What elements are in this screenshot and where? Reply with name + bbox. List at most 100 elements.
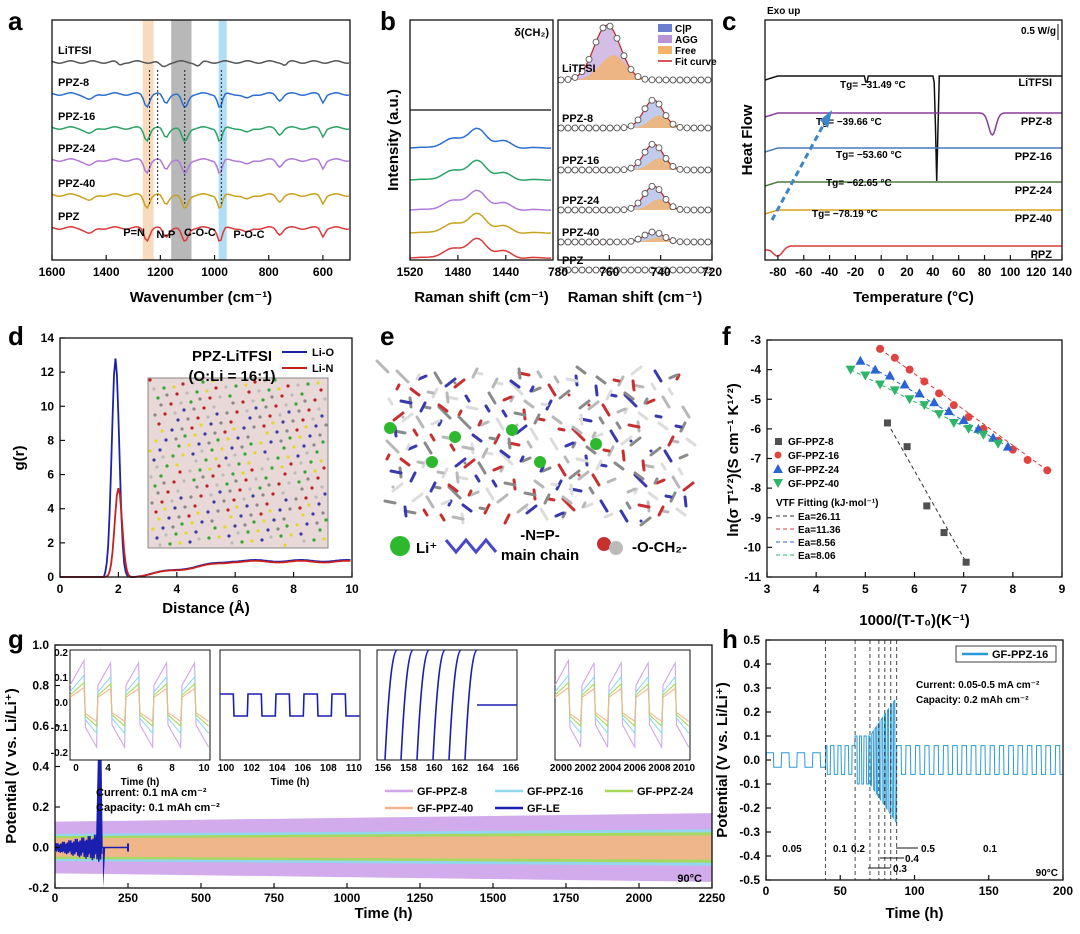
panel-f-x-tick-label: 5: [862, 582, 869, 596]
md-atom: [209, 493, 213, 497]
md-atom: [240, 540, 244, 544]
panel-letter-f: f: [722, 321, 731, 351]
data-point-GF-PPZ-24: [973, 423, 984, 433]
md-atom: [243, 452, 247, 456]
raman-data-point: [676, 205, 684, 213]
molecule-bond: [598, 416, 605, 425]
raman-data-point: [585, 124, 593, 132]
molecule-bond: [416, 460, 425, 465]
md-atom: [212, 500, 216, 504]
panel-h-y-tick-label: 0.5: [743, 633, 760, 647]
molecule-bond: [509, 379, 521, 389]
md-atom: [199, 423, 203, 427]
md-atom: [178, 541, 182, 545]
molecule-bond: [409, 471, 417, 483]
molecule-bond: [453, 378, 466, 389]
md-atom: [157, 422, 161, 426]
panel-a-xlabel: Wavenumber (cm⁻¹): [130, 289, 272, 306]
panel-letter-g: g: [8, 624, 24, 654]
panel-a-x-tick-label: 1200: [147, 265, 174, 279]
data-point-GF-PPZ-24: [958, 414, 969, 424]
raman-data-point: [585, 55, 593, 63]
md-atom: [186, 417, 190, 421]
raman-data-point: [627, 164, 635, 172]
md-atom: [302, 444, 306, 448]
panel-b-left-x-tick-label: 1440: [492, 265, 519, 279]
raman-data-point: [627, 204, 635, 212]
molecule-bond: [433, 371, 443, 385]
legend-label-GF-PPZ-8: GF-PPZ-8: [417, 786, 467, 798]
data-point-GF-PPZ-40: [948, 418, 959, 428]
md-atom: [196, 511, 200, 515]
panel-a-x-tick-label: 800: [259, 265, 279, 279]
molecule-bond: [517, 367, 522, 380]
panel-f-y-tick-label: -8: [750, 481, 761, 495]
raman-data-point: [592, 206, 600, 214]
inset-trace-le: [448, 649, 462, 761]
md-atom: [257, 389, 261, 393]
ftir-label-PPZ-24: PPZ-24: [58, 143, 96, 155]
md-atom: [229, 515, 233, 519]
md-atom: [323, 492, 327, 496]
inset-x-tick-label: 164: [477, 763, 494, 774]
panel-f-xlabel: 1000/(T-T₀)(K⁻¹): [859, 612, 970, 629]
raman-data-point: [599, 266, 607, 274]
raman-data-point: [704, 166, 712, 174]
molecule-bond: [457, 415, 472, 430]
md-atom: [225, 411, 229, 415]
panel-d-y-tick-label: 12: [41, 365, 55, 379]
inset-x-tick-label: 158: [400, 763, 417, 774]
panel-f-x-tick-label: 9: [1059, 582, 1066, 596]
raman-data-point: [564, 124, 572, 132]
md-atom: [161, 455, 165, 459]
inset-x-tick-label: 100: [218, 763, 235, 774]
md-atom: [294, 402, 298, 406]
molecule-bond: [639, 516, 652, 527]
md-atom: [264, 405, 268, 409]
raman-data-point: [592, 124, 600, 132]
molecule-bond: [471, 433, 483, 443]
md-atom: [246, 530, 250, 534]
raman-data-point: [571, 238, 579, 246]
md-atom: [259, 512, 263, 516]
molecule-bond: [461, 445, 475, 451]
molecule-bond: [499, 449, 511, 459]
molecule-bond: [526, 440, 533, 449]
molecule-bond: [426, 390, 435, 395]
data-point-GF-PPZ-40: [919, 401, 930, 411]
md-atom: [153, 413, 157, 417]
raman-data-point: [571, 124, 579, 132]
md-atom: [253, 380, 257, 384]
panel-c-x-tick-label: 20: [900, 265, 914, 279]
raman-data-point: [606, 266, 614, 274]
inset-x-tick-label: 156: [375, 763, 392, 774]
md-atom: [187, 514, 191, 518]
vtf-legend-label: Ea=8.56: [798, 538, 836, 549]
md-atom: [224, 456, 228, 460]
md-atom: [204, 458, 208, 462]
molecule-bond: [499, 465, 505, 473]
molecule-bond: [409, 387, 421, 397]
inset-trace-le: [220, 693, 360, 717]
md-atom: [230, 446, 234, 450]
md-atom: [241, 471, 245, 475]
md-atom: [312, 443, 316, 447]
panel-c-x-tick-label: -20: [847, 265, 865, 279]
ftir-label-PPZ-40: PPZ-40: [58, 178, 95, 190]
molecule-bond: [609, 393, 618, 398]
li-ion-sphere: [449, 431, 461, 443]
raman-data-point: [641, 190, 649, 197]
md-atom: [200, 449, 204, 453]
molecule-bond: [551, 415, 563, 425]
md-atom: [269, 535, 273, 539]
raman-legend-label: AGG: [675, 35, 698, 46]
dsc-tg-PPZ-40: Tg= −62.65 °C: [826, 178, 892, 189]
md-atom: [198, 468, 202, 472]
molecule-bond: [554, 511, 565, 518]
panel-d-x-tick-label: 6: [232, 582, 239, 596]
raman-data-point: [641, 148, 649, 156]
legend-ether-icon: [609, 541, 623, 555]
raman-data-point: [578, 124, 586, 132]
md-atom: [305, 522, 309, 526]
molecule-bond: [507, 437, 512, 450]
